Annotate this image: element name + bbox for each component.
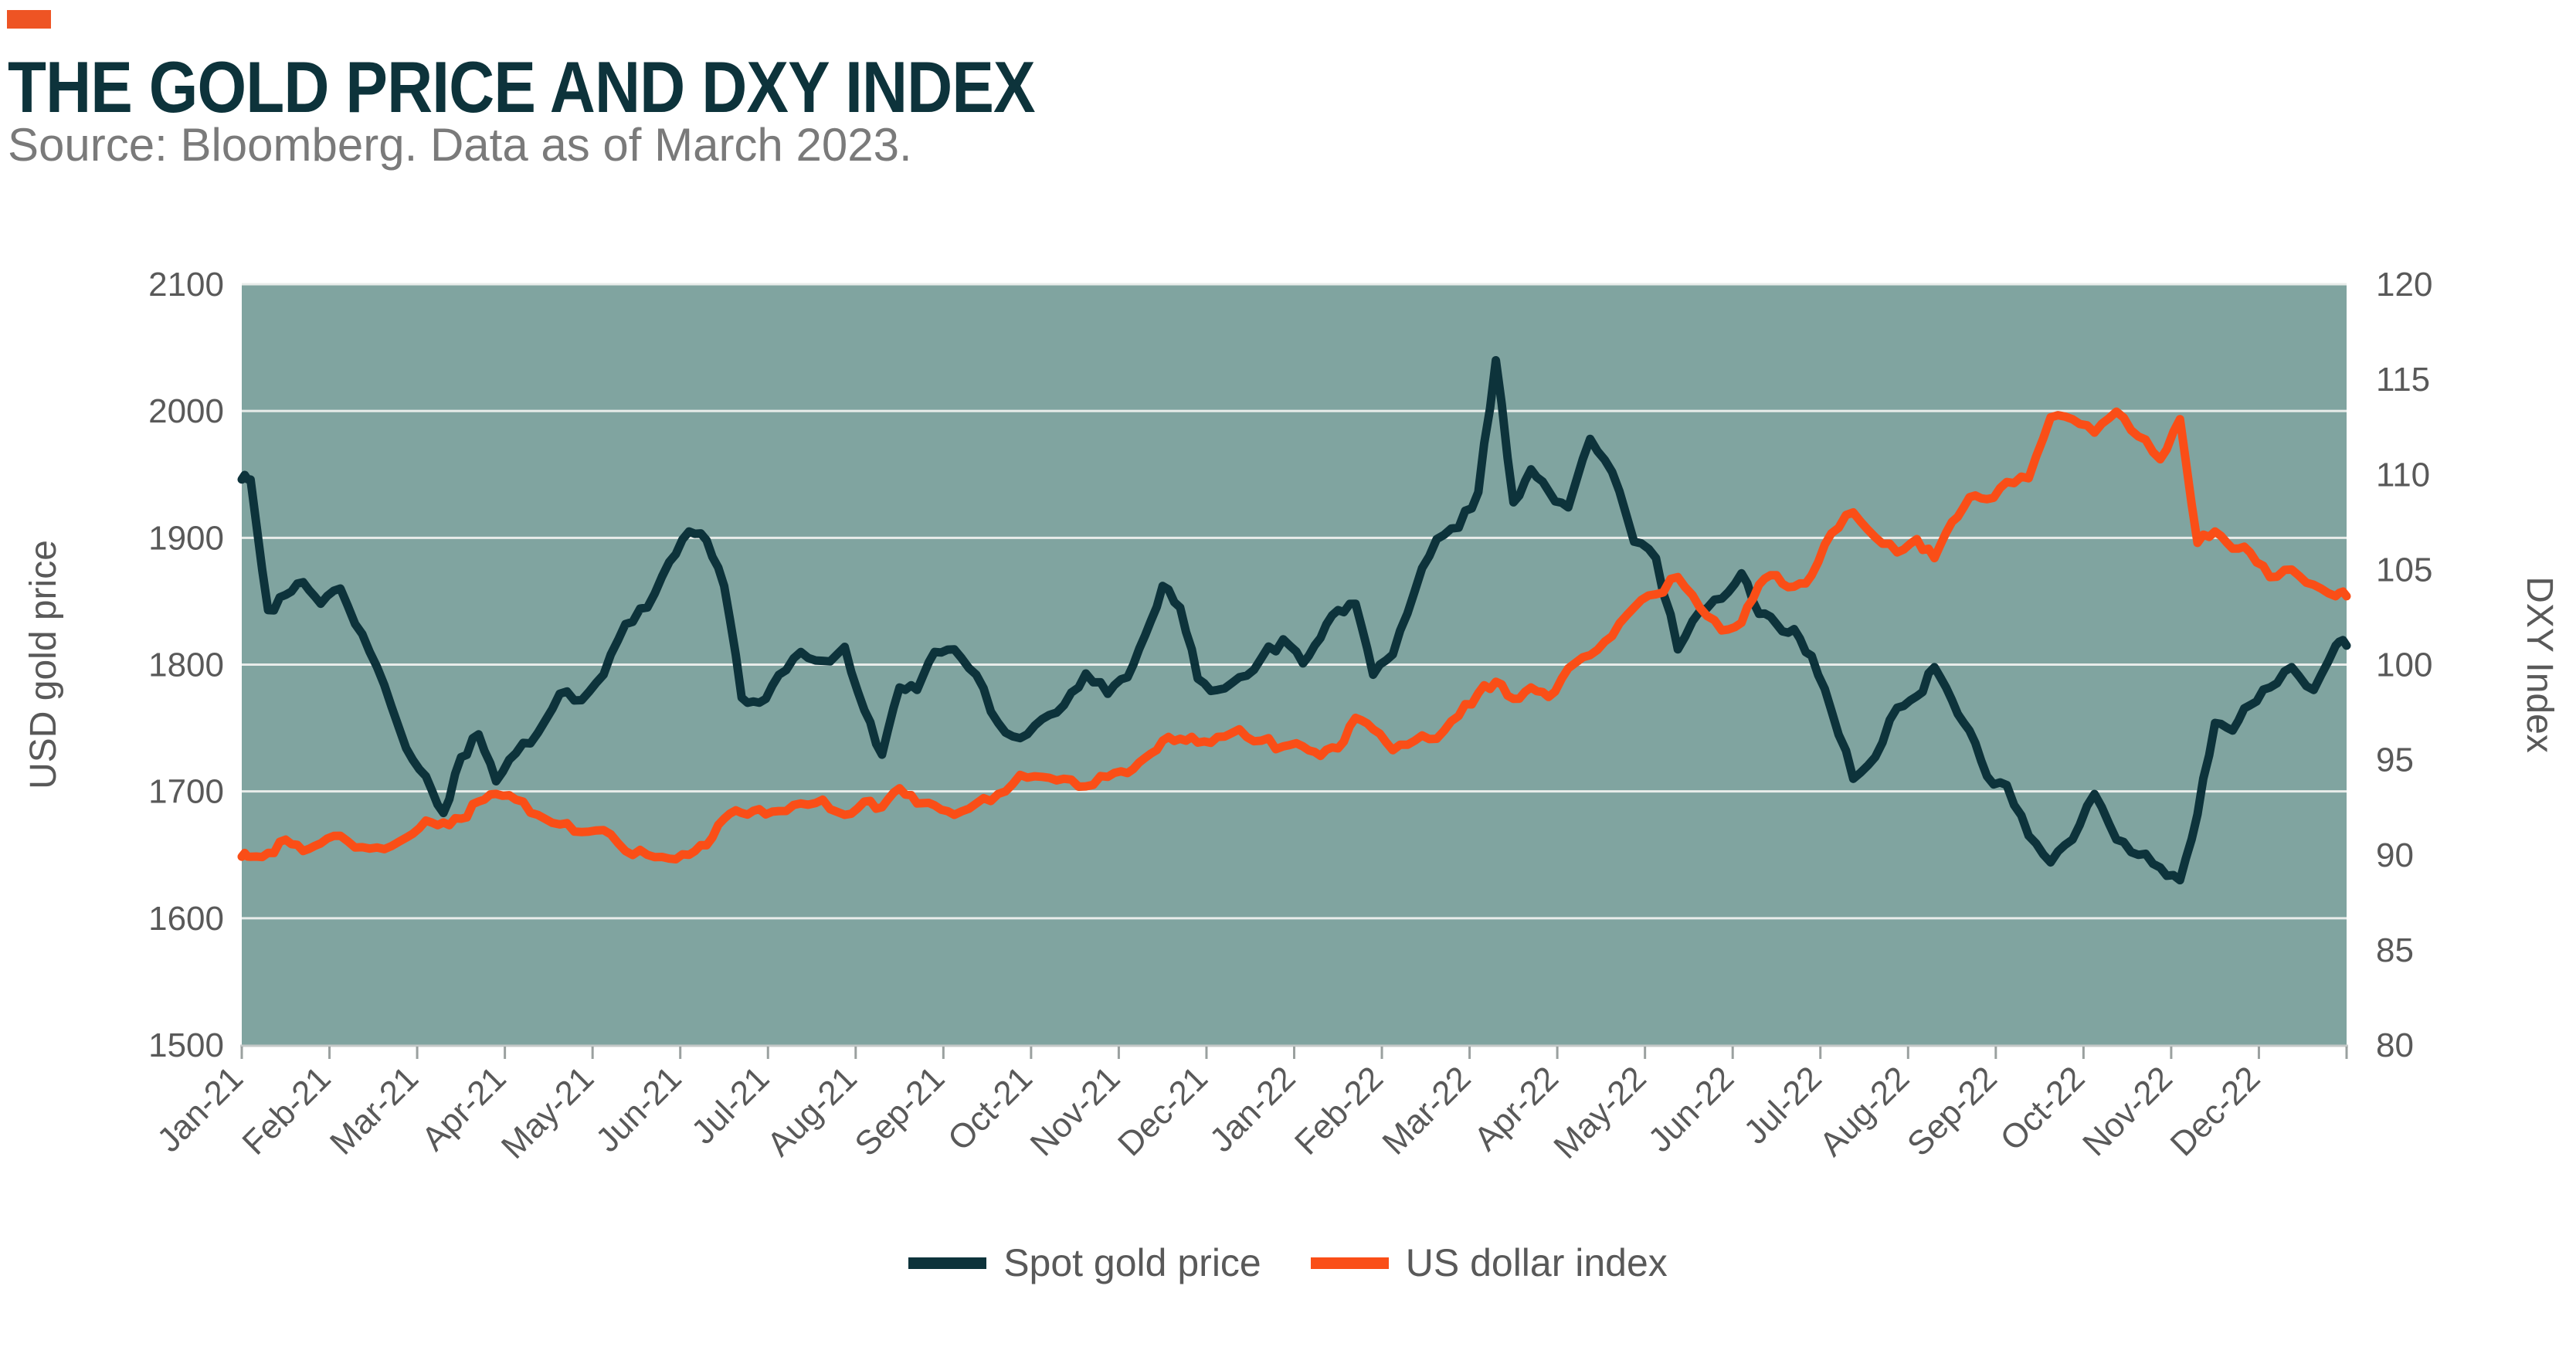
left-axis-tick-label: 2000 [148,392,224,430]
right-axis-tick-label: 115 [2376,361,2430,399]
us-dollar-index-line [237,407,2351,864]
x-axis-month-label: Oct-22 [1993,1059,2092,1158]
x-axis-month-label: Nov-22 [2075,1059,2180,1163]
right-axis-tick-label: 85 [2376,931,2414,969]
x-axis-month-label: Aug-22 [1812,1059,1916,1163]
right-axis-tick-label: 90 [2376,836,2414,874]
left-axis-tick-label: 2100 [148,266,224,304]
x-axis-month-label: Mar-21 [323,1059,426,1162]
source-note: Source: Bloomberg. Data as of March 2023… [8,119,912,171]
x-axis-month-label: Dec-21 [1111,1059,1215,1163]
x-axis-month-label: Jun-21 [589,1059,689,1159]
x-axis-month-label: May-22 [1546,1059,1653,1165]
x-axis-month-label: Sep-21 [847,1059,952,1163]
dxy-line-swatch [1310,1257,1389,1269]
legend-item-spot-gold: Spot gold price [908,1240,1261,1285]
x-axis-month-label: Sep-22 [1900,1059,2004,1163]
legend-item-dxy: US dollar index [1310,1240,1668,1285]
legend: Spot gold price US dollar index [0,1240,2576,1285]
legend-label-spot-gold: Spot gold price [1003,1241,1261,1284]
right-axis-tick-label: 110 [2376,456,2430,494]
left-axis-tick-label: 1600 [148,900,224,938]
brand-accent-square [7,10,51,29]
x-axis-month-label: Jan-21 [150,1059,250,1159]
right-axis-tick-label: 120 [2376,266,2432,304]
x-axis-month-label: Feb-21 [235,1059,338,1162]
x-axis-month-label: Dec-22 [2164,1059,2268,1163]
left-axis-title: USD gold price [23,540,64,789]
x-axis-month-label: Nov-21 [1023,1059,1128,1163]
x-axis-month-label: Aug-21 [760,1059,864,1163]
x-axis-month-label: May-21 [494,1059,601,1165]
right-axis-tick-label: 100 [2376,646,2432,684]
right-axis-tick-label: 80 [2376,1026,2414,1064]
left-axis-tick-label: 1800 [148,646,224,684]
right-axis-tick-label: 95 [2376,741,2414,779]
right-axis-title: DXY Index [2519,576,2560,753]
x-axis-month-label: Jun-22 [1641,1059,1741,1159]
x-axis-month-label: Mar-22 [1375,1059,1478,1162]
right-axis-tick-label: 105 [2376,551,2432,589]
page-title: THE GOLD PRICE AND DXY INDEX [8,46,1036,127]
x-axis-month-label: Oct-21 [941,1059,1040,1158]
spot-gold-price-line [237,356,2351,885]
left-axis-tick-label: 1500 [148,1026,224,1064]
x-axis-month-label: Jan-22 [1203,1059,1303,1159]
x-axis-month-label: Feb-22 [1288,1059,1390,1162]
gold-line-swatch [908,1257,987,1269]
legend-label-dxy: US dollar index [1405,1241,1668,1284]
left-axis-tick-label: 1900 [148,519,224,557]
left-axis-tick-label: 1700 [148,773,224,811]
